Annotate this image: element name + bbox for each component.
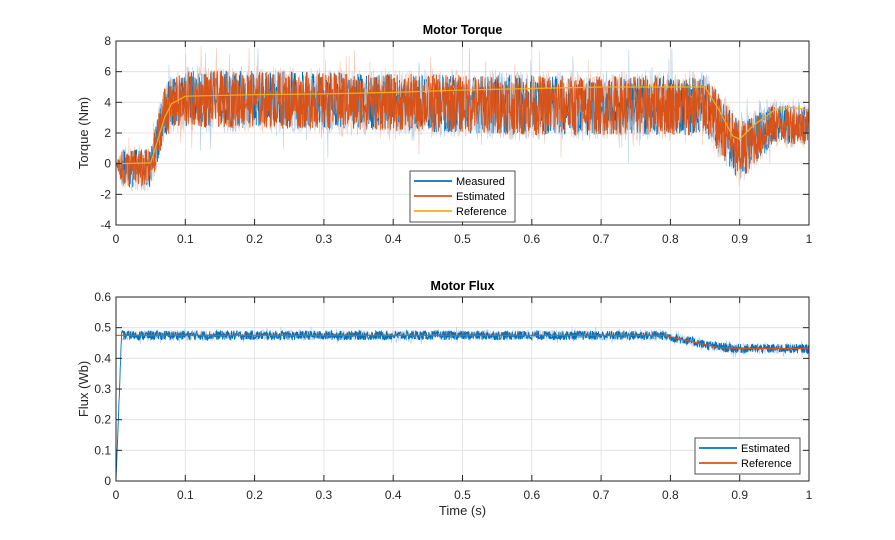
y-tick-label: 2: [104, 126, 111, 140]
x-tick-label: 0.3: [316, 488, 333, 502]
y-tick-label: 0.3: [94, 382, 111, 396]
x-tick-label: 0.7: [593, 232, 610, 246]
x-tick-label: 0: [113, 232, 120, 246]
x-tick-label: 1: [806, 232, 813, 246]
legend: Estimated Reference: [694, 437, 801, 475]
y-axis-label: Flux (Wb): [76, 361, 91, 417]
x-tick-label: 0.9: [731, 488, 748, 502]
y-tick-label: -4: [100, 218, 111, 232]
legend-label-reference: Reference: [456, 206, 507, 218]
x-axis-label: Time (s): [439, 503, 486, 518]
x-tick-label: 0.7: [593, 488, 610, 502]
y-tick-label: 0: [104, 474, 111, 488]
x-tick-label: 0.5: [454, 488, 471, 502]
x-tick-label: 0.9: [731, 232, 748, 246]
y-tick-label: 6: [104, 65, 111, 79]
flux-axes: 0 0.1 0.2 0.3 0.4 0.5 0.6 0.7 0.8 0.9 1 0 0.1 0.2 0.3 0…: [76, 279, 813, 518]
torque-axes: 0 0.1 0.2 0.3 0.4 0.5 0.6 0.7 0.8 0.9 1 -4 -2 0 2 4 6 8 Mo…: [76, 23, 813, 246]
y-tick-label: 8: [104, 34, 111, 48]
x-tick-label: 0.1: [177, 232, 194, 246]
y-tick-label: 0.2: [94, 413, 111, 427]
x-tick-label: 0.4: [385, 232, 402, 246]
y-tick-label: 0.4: [94, 351, 111, 365]
y-tick-label: -2: [100, 187, 111, 201]
y-tick-label: 0.5: [94, 321, 111, 335]
x-tick-label: 0.6: [523, 232, 540, 246]
legend-label-measured: Measured: [456, 176, 505, 188]
y-tick-label: 0.6: [94, 290, 111, 304]
x-tick-label: 0.1: [177, 488, 194, 502]
x-tick-label: 0.5: [454, 232, 471, 246]
x-tick-label: 0.8: [662, 232, 679, 246]
legend-label-reference: Reference: [741, 458, 792, 470]
series-reference-line: [116, 86, 809, 165]
legend: Measured Estimated Reference: [409, 170, 516, 223]
x-tick-label: 0.6: [523, 488, 540, 502]
y-axis-label: Torque (Nm): [76, 97, 91, 169]
x-tick-label: 0.4: [385, 488, 402, 502]
series-reference-line: [116, 334, 809, 350]
x-tick-label: 0: [113, 488, 120, 502]
x-tick-label: 0.8: [662, 488, 679, 502]
series-group: [116, 45, 809, 192]
chart-title: Motor Flux: [431, 279, 495, 293]
y-tick-label: 0.1: [94, 443, 111, 457]
series-estimated-line: [116, 70, 809, 187]
x-tick-label: 0.2: [246, 232, 263, 246]
legend-label-estimated: Estimated: [456, 191, 505, 203]
legend-box: [694, 437, 801, 475]
y-tick-label: 4: [104, 95, 111, 109]
y-tick-label: 0: [104, 157, 111, 171]
chart-title: Motor Torque: [423, 23, 503, 37]
x-tick-label: 1: [806, 488, 813, 502]
series-group: [116, 326, 809, 481]
x-tick-label: 0.3: [316, 232, 333, 246]
x-tick-label: 0.2: [246, 488, 263, 502]
legend-label-estimated: Estimated: [741, 443, 790, 455]
